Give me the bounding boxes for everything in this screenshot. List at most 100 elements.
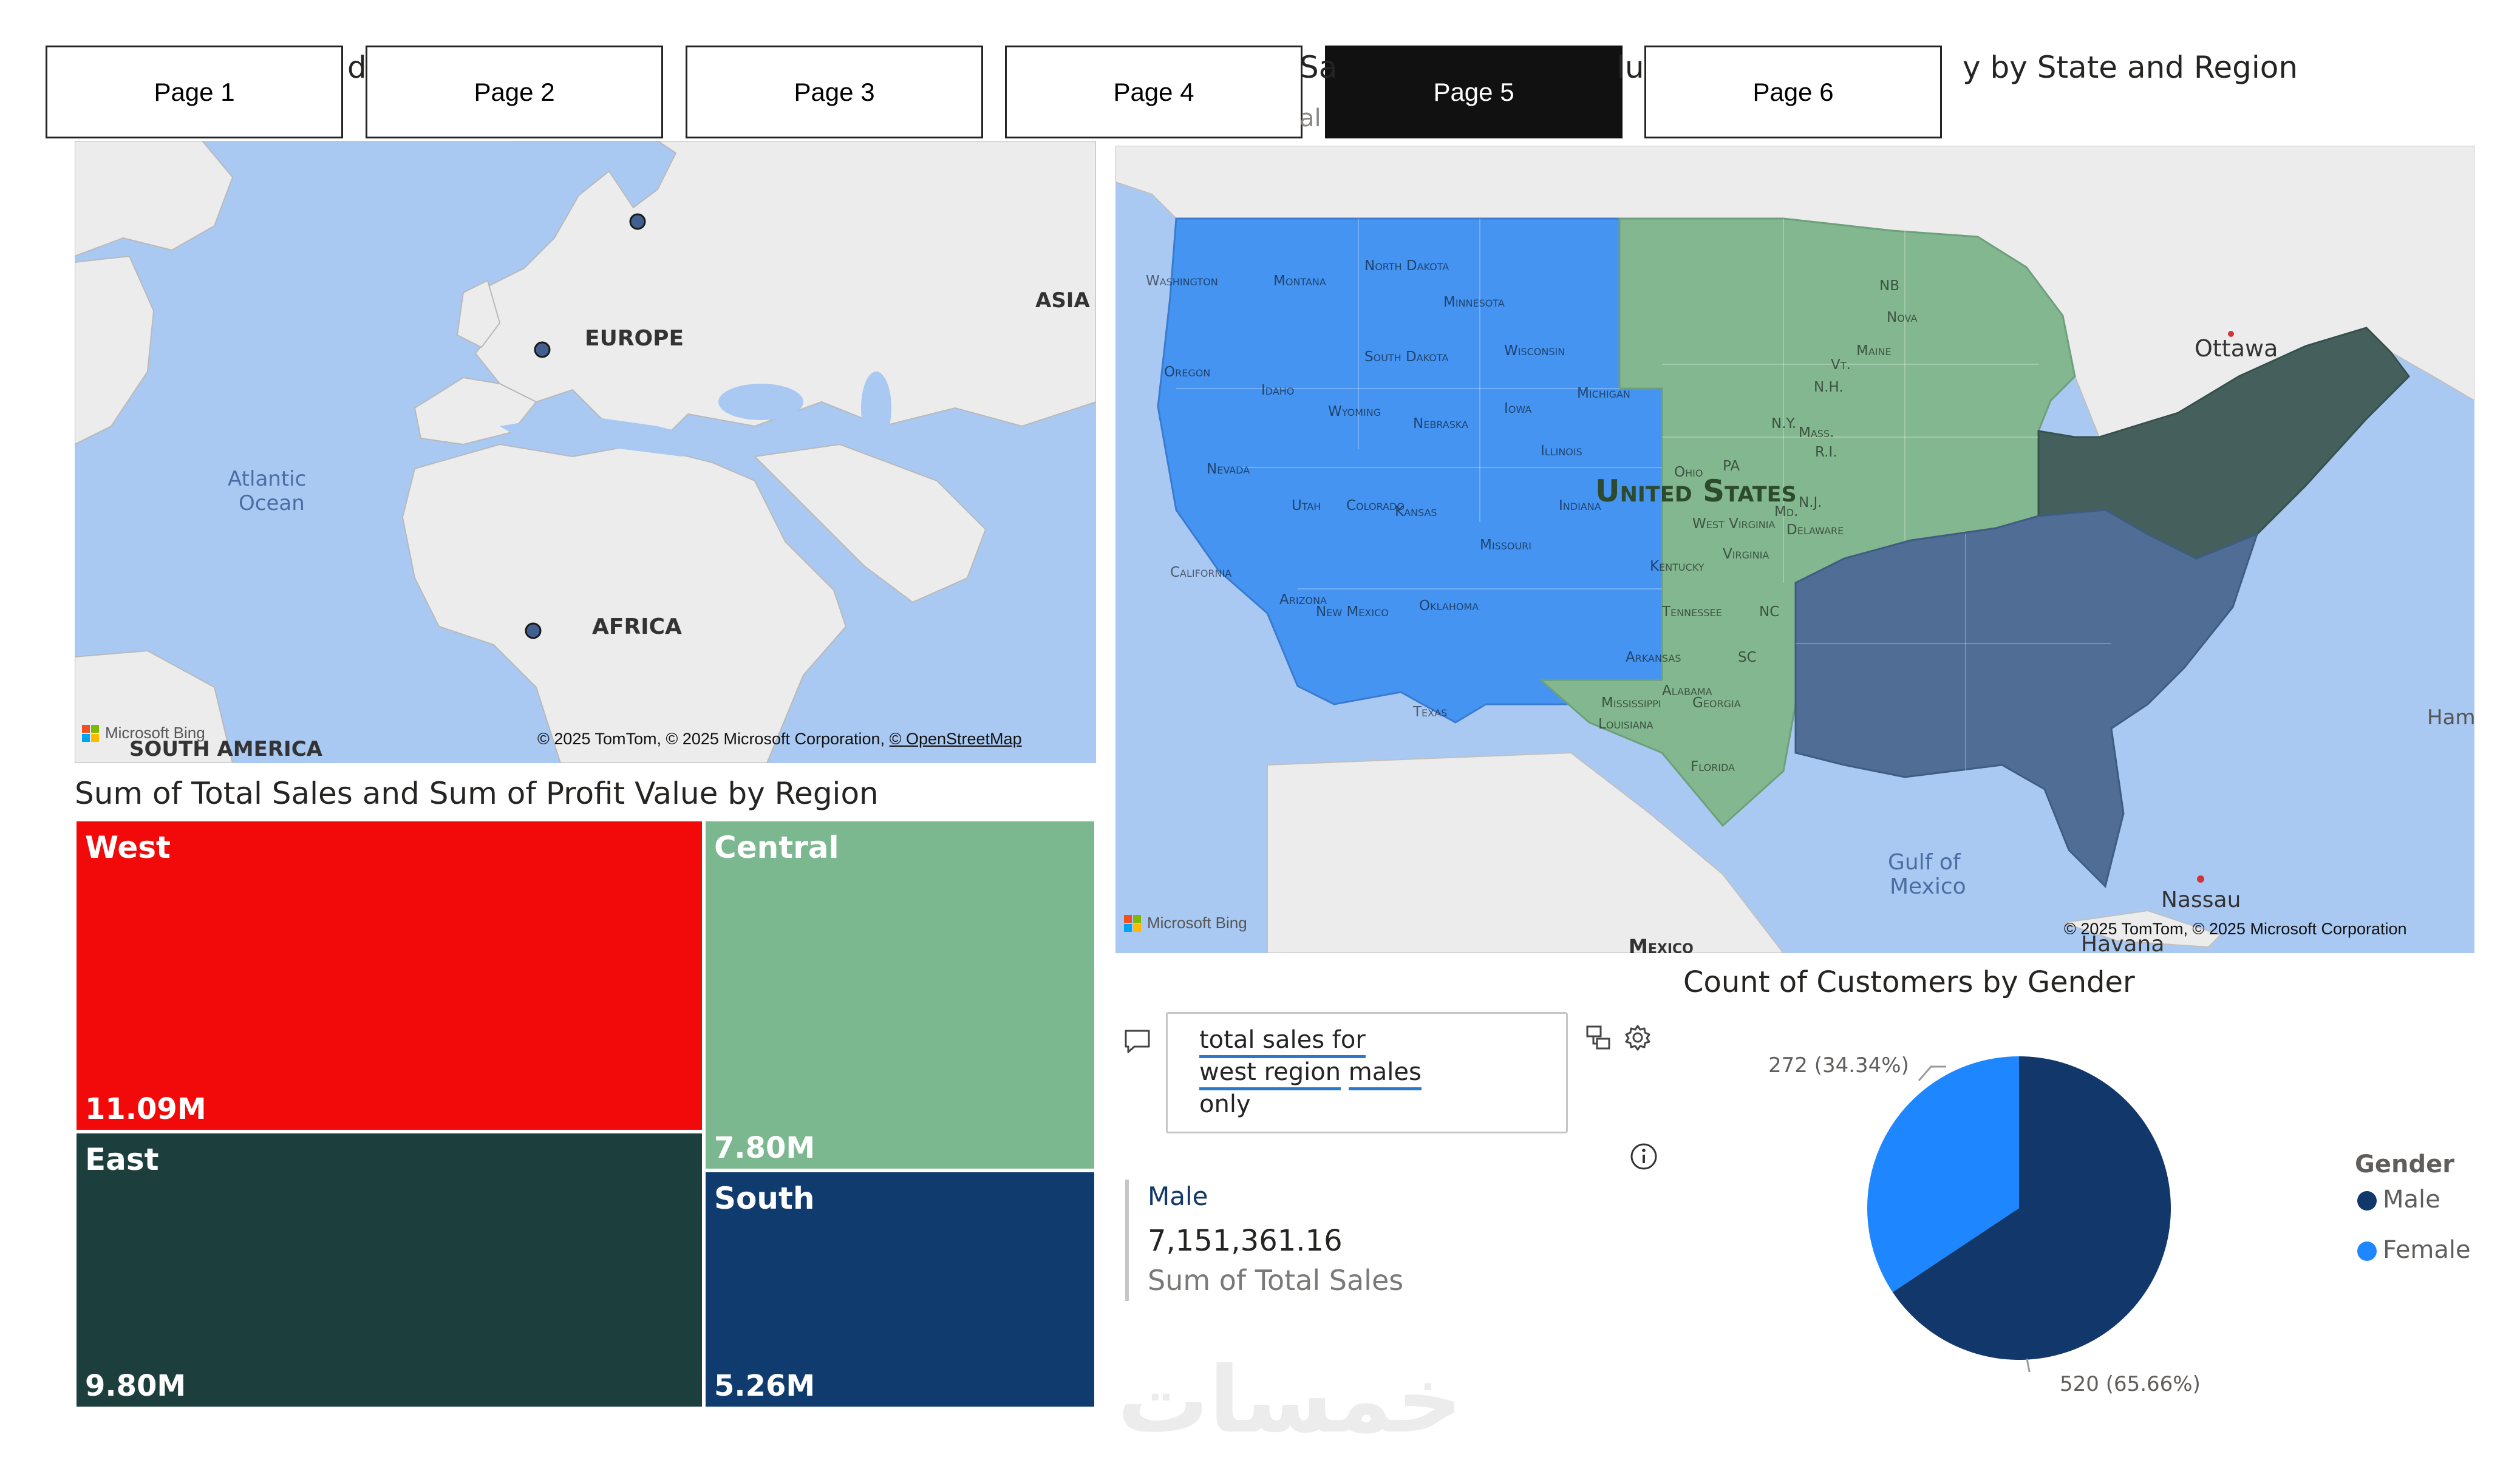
treemap-tile-value: 7.80M: [714, 1131, 816, 1165]
map-label-country: United States: [1595, 474, 1797, 509]
openstreetmap-link[interactable]: © OpenStreetMap: [889, 730, 1022, 748]
pie-label-male: 520 (65.66%): [2060, 1372, 2201, 1396]
microsoft-logo-icon: [82, 724, 99, 742]
microsoft-logo-icon: [1124, 914, 1141, 932]
map-label-ocean: Ocean: [239, 491, 305, 515]
state-label: Maine: [1856, 343, 1892, 359]
treemap-title: Sum of Total Sales and Sum of Profit Val…: [75, 776, 879, 811]
map-label-atlantic: Atlantic: [228, 467, 307, 491]
state-label: Virginia: [1723, 546, 1769, 562]
state-label: NC: [1759, 604, 1780, 620]
pie-chart: [1867, 1056, 2171, 1372]
qa-convert-icon[interactable]: [1584, 1023, 1613, 1052]
state-label: South Dakota: [1364, 349, 1449, 365]
pie-legend-title: Gender: [2355, 1150, 2454, 1178]
state-label: Nebraska: [1413, 416, 1469, 432]
state-label: Georgia: [1692, 695, 1741, 711]
state-label: Indiana: [1559, 498, 1601, 514]
state-label: Idaho: [1261, 382, 1295, 398]
map-label-mexico: Mexico: [1629, 935, 1694, 953]
treemap-tile-label: South: [714, 1181, 815, 1216]
map-point[interactable]: [534, 341, 551, 358]
qa-input-line-1: total sales for: [1199, 1026, 1366, 1058]
state-label: Arkansas: [1626, 650, 1681, 665]
treemap-tile-label: West: [85, 830, 171, 865]
state-label: Utah: [1292, 498, 1321, 514]
map-label-africa: AFRICA: [592, 614, 682, 639]
watermark-logo: خمسات: [1117, 1348, 1463, 1453]
us-map-credit: © 2025 TomTom, © 2025 Microsoft Corporat…: [2064, 920, 2407, 938]
legend-item-female[interactable]: Female: [2383, 1236, 2471, 1264]
bing-logo-us: Microsoft Bing: [1124, 914, 1247, 932]
state-label: Oklahoma: [1419, 598, 1479, 614]
state-label: Nova: [1887, 310, 1918, 325]
state-label: California: [1170, 565, 1232, 580]
tab-page-2[interactable]: Page 2: [366, 46, 663, 138]
state-label: Nevada: [1207, 461, 1250, 477]
map-label-hami: Hami: [2427, 705, 2474, 730]
state-label: N.H.: [1814, 379, 1844, 395]
treemap-tile-south[interactable]: South 5.26M: [704, 1170, 1096, 1408]
qa-term-total-sales: total sales for: [1199, 1026, 1366, 1058]
map-label-asia: ASIA: [1035, 288, 1090, 313]
hidden-title-fragment-2: Sa: [1299, 50, 1338, 85]
state-label: Md.: [1774, 504, 1799, 520]
qa-result-measure: Sum of Total Sales: [1148, 1264, 1404, 1297]
state-label: North Dakota: [1364, 258, 1449, 274]
state-label: Mississippi: [1601, 695, 1661, 711]
qa-result-divider: [1125, 1180, 1129, 1301]
legend-item-male[interactable]: Male: [2383, 1186, 2440, 1214]
treemap-tile-value: 5.26M: [714, 1369, 816, 1403]
tab-page-4[interactable]: Page 4: [1005, 46, 1303, 138]
tab-page-1[interactable]: Page 1: [46, 46, 343, 138]
treemap-tile-label: Central: [714, 830, 839, 865]
state-label: West Virginia: [1692, 516, 1776, 532]
state-label: Washington: [1146, 273, 1218, 289]
bing-label: Microsoft Bing: [105, 724, 205, 742]
world-map-canvas: [75, 141, 1096, 763]
state-label: Arizona: [1279, 592, 1327, 608]
map-point[interactable]: [629, 213, 646, 230]
us-map-canvas: [1115, 146, 2474, 953]
treemap-tile-value: 9.80M: [85, 1369, 186, 1403]
comment-icon[interactable]: [1122, 1026, 1153, 1056]
bing-label: Microsoft Bing: [1147, 914, 1247, 932]
tab-page-3[interactable]: Page 3: [686, 46, 983, 138]
map-label-ottawa: Ottawa: [2195, 335, 2278, 362]
state-label: Michigan: [1577, 385, 1630, 401]
map-label-south-america: SOUTH AMERICA: [129, 737, 322, 761]
qa-term-males: males: [1348, 1058, 1422, 1090]
qa-term-west-region: west region: [1199, 1058, 1341, 1090]
qa-input-line-2: west region males: [1199, 1058, 1422, 1090]
world-map[interactable]: EUROPE ASIA AFRICA SOUTH AMERICA Atlanti…: [75, 141, 1096, 763]
state-label: Louisiana: [1598, 716, 1653, 732]
qa-input-box[interactable]: total sales for west region males only: [1166, 1012, 1568, 1133]
tab-page-6[interactable]: Page 6: [1644, 46, 1942, 138]
tab-page-5[interactable]: Page 5: [1325, 46, 1623, 138]
qa-result-category: Male: [1148, 1181, 1208, 1211]
legend-swatch-female: [2357, 1241, 2377, 1261]
gear-icon[interactable]: [1623, 1023, 1652, 1052]
map-point[interactable]: [525, 622, 542, 639]
state-label: R.I.: [1815, 444, 1837, 460]
treemap-tile-west[interactable]: West 11.09M: [75, 820, 704, 1132]
state-label: Tennessee: [1662, 604, 1722, 620]
map-credit-text: © 2025 TomTom, © 2025 Microsoft Corporat…: [537, 730, 885, 748]
qa-input-line-3: only: [1199, 1090, 1251, 1118]
treemap-tile-central[interactable]: Central 7.80M: [704, 820, 1096, 1170]
map-label-europe: EUROPE: [585, 326, 684, 351]
state-label: Florida: [1691, 759, 1735, 775]
pie-slice-male[interactable]: [1892, 1056, 2171, 1360]
us-map[interactable]: United States Washington Montana Oregon Ida…: [1115, 146, 2474, 953]
state-label: Vt.: [1831, 357, 1851, 373]
treemap-chart: West 11.09M East 9.80M Central 7.80M Sou…: [75, 820, 1096, 1408]
state-label: PA: [1723, 458, 1740, 474]
state-label: N.Y.: [1771, 416, 1797, 432]
treemap-tile-east[interactable]: East 9.80M: [75, 1132, 704, 1408]
info-icon[interactable]: [1629, 1141, 1659, 1172]
qa-result-value: 7,151,361.16: [1148, 1224, 1343, 1258]
state-label: Wyoming: [1328, 404, 1381, 419]
map-credit: © 2025 TomTom, © 2025 Microsoft Corporat…: [537, 730, 1022, 749]
pie-slice-female[interactable]: [1867, 1056, 2019, 1292]
bing-logo: Microsoft Bing: [82, 724, 205, 742]
